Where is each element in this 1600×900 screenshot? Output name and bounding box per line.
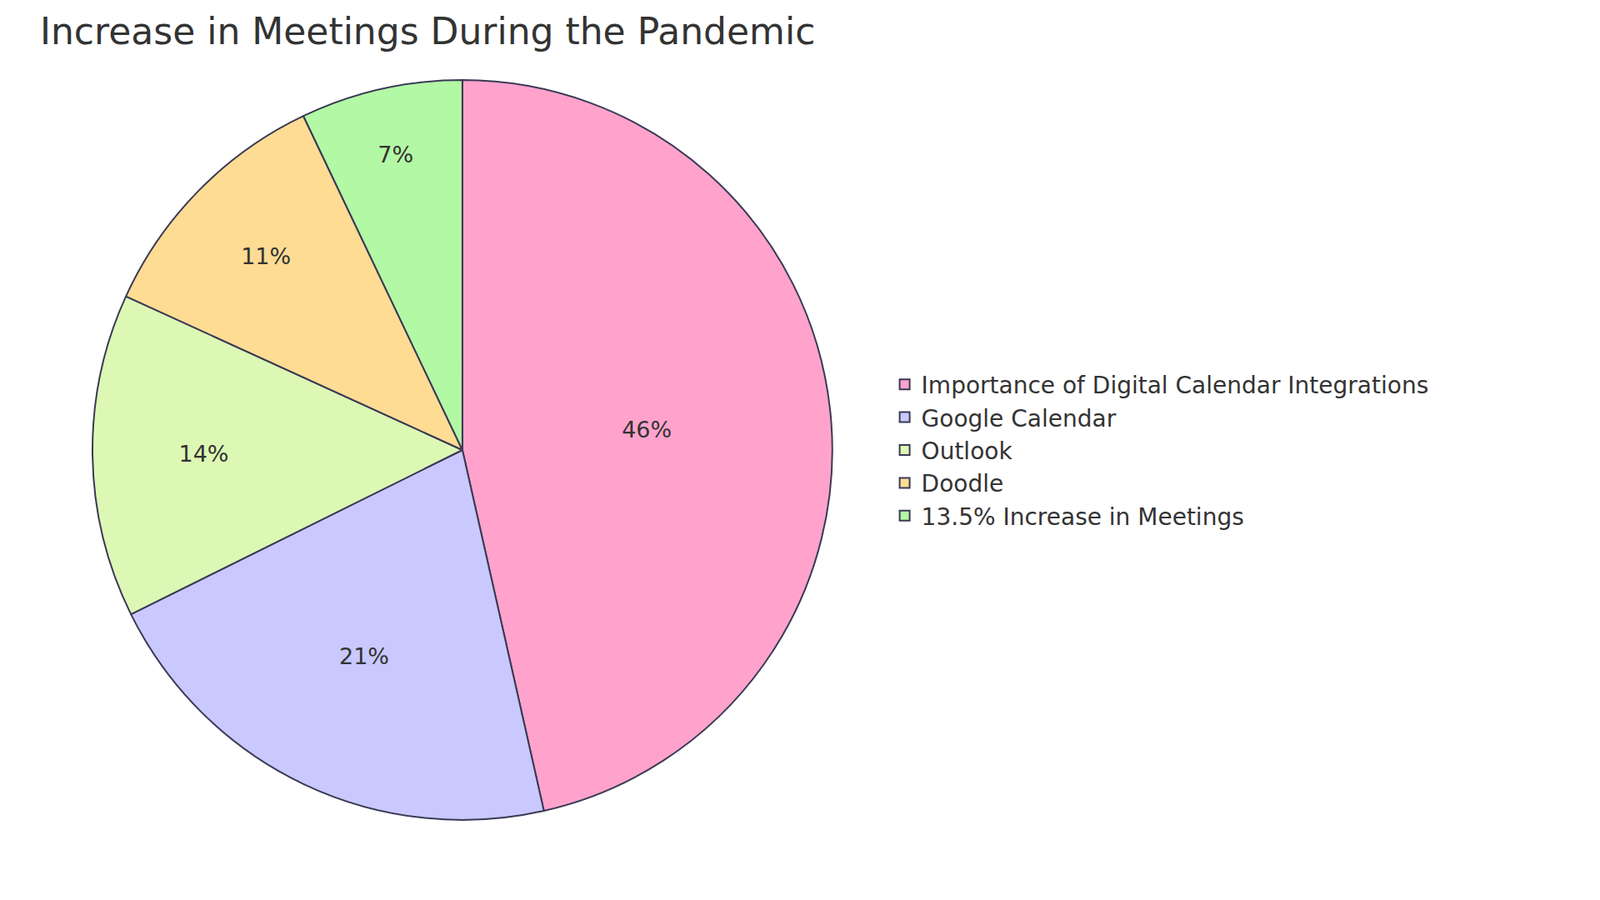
svg-text:Google Calendar: Google Calendar [921,405,1117,433]
svg-text:21%: 21% [339,643,390,670]
svg-text:7%: 7% [377,141,414,168]
svg-text:Doodle: Doodle [921,470,1005,498]
svg-text:14%: 14% [178,440,229,467]
svg-text:46%: 46% [621,416,672,443]
svg-text:Increase in Meetings During th: Increase in Meetings During the Pandemic [40,10,815,53]
svg-text:11%: 11% [240,243,291,270]
svg-text:13.5% Increase in Meetings: 13.5% Increase in Meetings [921,503,1245,531]
svg-text:Importance of Digital Calendar: Importance of Digital Calendar Integrati… [921,371,1430,400]
svg-text:Outlook: Outlook [921,437,1014,465]
